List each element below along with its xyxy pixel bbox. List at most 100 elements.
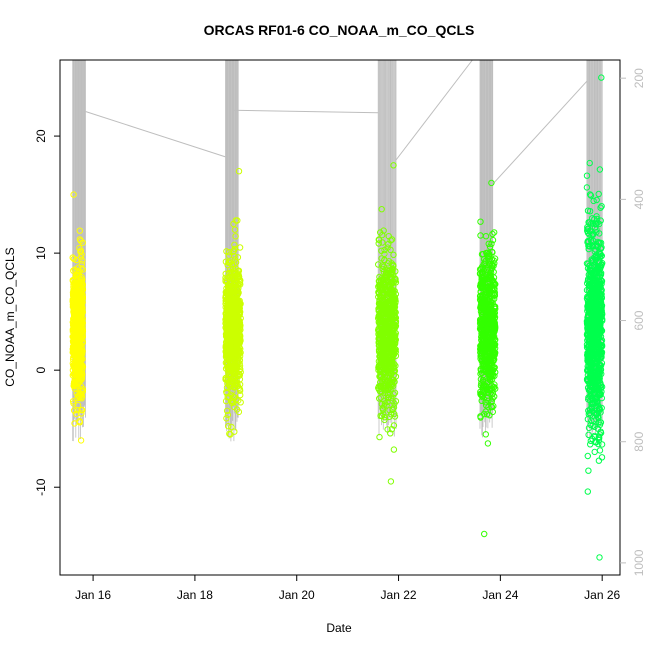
data-point (77, 310, 84, 317)
data-point (596, 447, 604, 454)
data-point (392, 268, 399, 275)
data-point (598, 74, 605, 81)
data-point (598, 350, 605, 358)
y-tick-label: -10 (34, 478, 48, 496)
data-point (591, 292, 598, 300)
data-point (375, 240, 382, 247)
data-point (222, 258, 230, 265)
data-point (236, 244, 244, 251)
data-point (487, 297, 494, 305)
data-point (224, 352, 232, 359)
data-point (390, 279, 397, 286)
data-point (381, 246, 388, 254)
data-point (592, 266, 600, 273)
data-point (223, 288, 230, 295)
data-point (381, 389, 389, 397)
data-point (489, 249, 496, 256)
data-point (382, 333, 389, 340)
data-point (391, 360, 398, 368)
data-point (479, 271, 487, 278)
data-point (587, 357, 594, 364)
data-point (388, 369, 395, 377)
x-tick-label: Jan 26 (584, 588, 620, 602)
data-point (70, 191, 77, 198)
data-point (376, 281, 383, 288)
data-point (71, 336, 78, 343)
data-point (584, 207, 592, 214)
data-point (388, 260, 395, 267)
data-point (76, 419, 84, 426)
data-point (585, 341, 592, 349)
data-point (594, 219, 601, 227)
data-point (490, 290, 497, 297)
data-point (587, 237, 595, 244)
data-point (375, 348, 383, 355)
data-point (233, 317, 240, 325)
data-point (592, 376, 599, 383)
data-point (387, 478, 395, 485)
data-point (484, 296, 491, 303)
data-point (489, 230, 496, 238)
data-point (587, 371, 595, 378)
data-point (232, 337, 239, 344)
data-point (72, 293, 79, 300)
data-point (595, 282, 603, 290)
series-flight-4 (476, 179, 499, 538)
data-point (76, 325, 83, 333)
data-point (596, 250, 603, 257)
data-point (598, 441, 606, 448)
data-point (76, 318, 83, 326)
data-point (78, 370, 85, 377)
data-point (388, 236, 396, 243)
data-point (235, 270, 242, 277)
data-point (597, 382, 605, 389)
data-point (586, 191, 594, 198)
data-point (597, 362, 605, 369)
data-point (227, 273, 234, 280)
data-point (589, 422, 596, 429)
data-point (232, 324, 239, 331)
data-point (482, 431, 489, 438)
data-point (585, 431, 592, 438)
data-point (388, 336, 395, 344)
data-point (485, 337, 492, 344)
data-point (387, 237, 394, 244)
data-point (583, 172, 591, 179)
data-point (490, 356, 497, 363)
data-point (478, 336, 485, 344)
data-point (596, 325, 604, 333)
data-point (236, 324, 243, 332)
data-point (230, 347, 237, 354)
data-point (483, 342, 490, 349)
data-point (222, 376, 229, 383)
data-point (74, 395, 81, 402)
data-point (389, 406, 396, 414)
data-point (379, 231, 386, 239)
data-point (380, 382, 387, 389)
right-tick-label: 1000 (632, 549, 646, 576)
transit-line (492, 80, 588, 185)
data-point (391, 389, 399, 396)
data-point (589, 345, 596, 352)
data-point (388, 268, 396, 275)
data-point (224, 411, 232, 419)
plot-frame (59, 59, 621, 576)
data-point (392, 348, 399, 356)
data-points (69, 74, 606, 561)
data-point (77, 437, 85, 444)
data-point (485, 250, 493, 257)
data-point (77, 355, 84, 362)
data-point (483, 308, 490, 315)
data-point (78, 265, 85, 272)
data-point (592, 384, 599, 392)
data-point (584, 316, 592, 324)
data-point (477, 218, 484, 225)
right-axis: 200 400 600 800 1000 (620, 68, 646, 576)
data-point (477, 414, 484, 421)
data-point (484, 440, 492, 447)
data-point (388, 301, 395, 309)
data-point (225, 423, 232, 430)
data-point (491, 229, 498, 236)
data-point (72, 301, 79, 309)
data-point (593, 280, 601, 288)
